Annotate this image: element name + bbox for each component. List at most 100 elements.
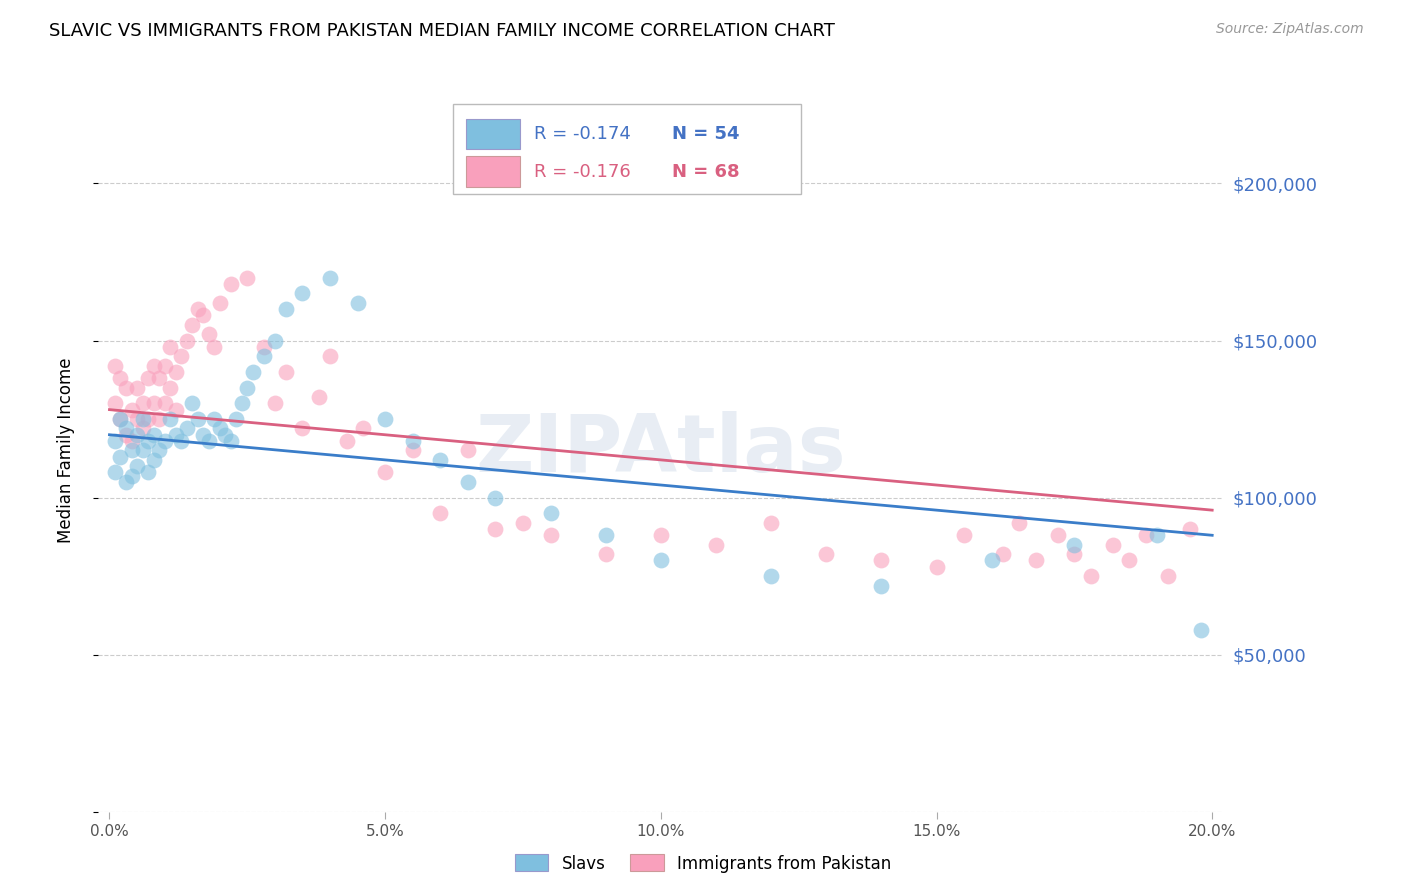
Point [121, 402, 143, 417]
Text: R = -0.174: R = -0.174 [534, 125, 631, 143]
Point [1146, 528, 1168, 542]
Point [202, 412, 225, 426]
Point [131, 421, 153, 435]
Text: N = 54: N = 54 [672, 125, 740, 143]
Point [231, 396, 253, 410]
Point [104, 359, 127, 373]
Point [110, 412, 132, 426]
Point [953, 528, 976, 542]
Point [263, 334, 285, 348]
Point [208, 421, 231, 435]
Point [110, 371, 132, 385]
Point [1080, 569, 1102, 583]
Point [1008, 516, 1031, 530]
Point [219, 277, 242, 291]
Point [540, 506, 562, 520]
Point [402, 434, 425, 448]
Point [291, 421, 314, 435]
Point [193, 309, 215, 323]
Point [131, 396, 153, 410]
Point [236, 270, 259, 285]
Point [136, 466, 159, 480]
Point [148, 443, 170, 458]
Point [115, 381, 138, 395]
Point [512, 516, 534, 530]
Legend: Slavs, Immigrants from Pakistan: Slavs, Immigrants from Pakistan [508, 847, 898, 880]
Point [1102, 538, 1125, 552]
Point [1025, 553, 1047, 567]
Point [159, 340, 181, 354]
Point [187, 412, 209, 426]
Point [214, 427, 236, 442]
Point [165, 402, 187, 417]
FancyBboxPatch shape [467, 119, 520, 149]
Text: SLAVIC VS IMMIGRANTS FROM PAKISTAN MEDIAN FAMILY INCOME CORRELATION CHART: SLAVIC VS IMMIGRANTS FROM PAKISTAN MEDIA… [49, 22, 835, 40]
Point [1118, 553, 1140, 567]
Y-axis label: Median Family Income: Median Family Income [56, 358, 75, 543]
Point [148, 412, 170, 426]
Point [815, 547, 838, 561]
Point [176, 421, 198, 435]
Point [1178, 522, 1201, 536]
Point [193, 427, 215, 442]
Point [115, 475, 138, 489]
Point [208, 295, 231, 310]
FancyBboxPatch shape [453, 103, 801, 194]
Point [136, 371, 159, 385]
Point [176, 334, 198, 348]
Point [170, 434, 193, 448]
Point [115, 427, 138, 442]
Point [759, 569, 782, 583]
Point [142, 453, 165, 467]
Point [759, 516, 782, 530]
Point [104, 396, 127, 410]
Point [115, 421, 138, 435]
Point [991, 547, 1014, 561]
Point [142, 396, 165, 410]
Point [402, 443, 425, 458]
Point [236, 381, 259, 395]
Point [595, 528, 617, 542]
Point [131, 443, 153, 458]
Point [925, 559, 948, 574]
Point [153, 359, 176, 373]
Point [242, 365, 264, 379]
Point [319, 270, 342, 285]
Point [319, 349, 342, 363]
Point [704, 538, 727, 552]
Point [125, 459, 148, 474]
Point [159, 381, 181, 395]
Point [650, 528, 672, 542]
Point [484, 491, 506, 505]
Point [148, 371, 170, 385]
Point [159, 412, 181, 426]
Point [274, 365, 297, 379]
Point [110, 450, 132, 464]
Point [595, 547, 617, 561]
Point [125, 381, 148, 395]
Point [274, 302, 297, 317]
Point [165, 427, 187, 442]
Point [1135, 528, 1157, 542]
Point [197, 434, 219, 448]
Point [197, 327, 219, 342]
Point [484, 522, 506, 536]
Point [352, 421, 374, 435]
Point [374, 412, 396, 426]
Point [136, 412, 159, 426]
Point [457, 475, 479, 489]
Point [121, 443, 143, 458]
Point [110, 412, 132, 426]
Text: N = 68: N = 68 [672, 162, 740, 180]
Point [263, 396, 285, 410]
Text: ZIPAtlas: ZIPAtlas [475, 411, 846, 490]
Point [374, 466, 396, 480]
Point [181, 318, 204, 332]
Point [225, 412, 247, 426]
Point [457, 443, 479, 458]
Point [1046, 528, 1069, 542]
Point [165, 365, 187, 379]
Point [540, 528, 562, 542]
Point [142, 359, 165, 373]
Point [1189, 623, 1212, 637]
